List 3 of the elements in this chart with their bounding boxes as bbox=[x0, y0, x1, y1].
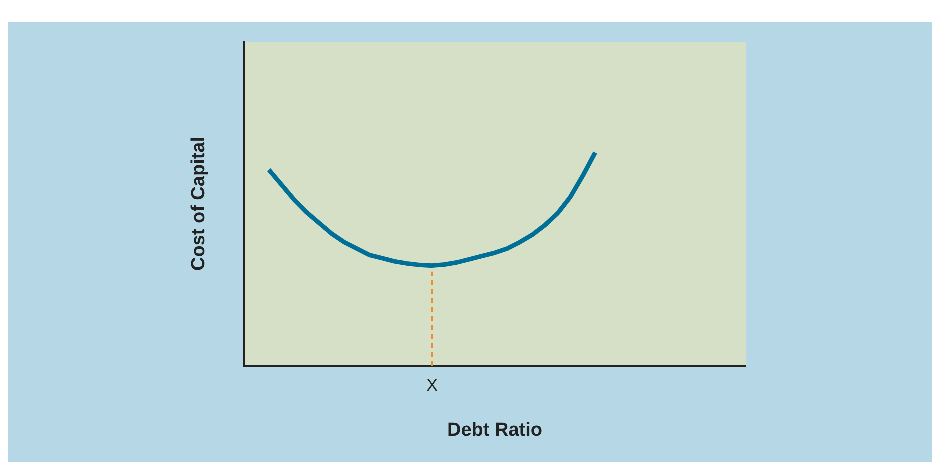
annotation: X bbox=[426, 376, 438, 396]
y-axis-title: Cost of Capital bbox=[188, 136, 210, 272]
x-axis-title: Debt Ratio bbox=[448, 420, 542, 441]
